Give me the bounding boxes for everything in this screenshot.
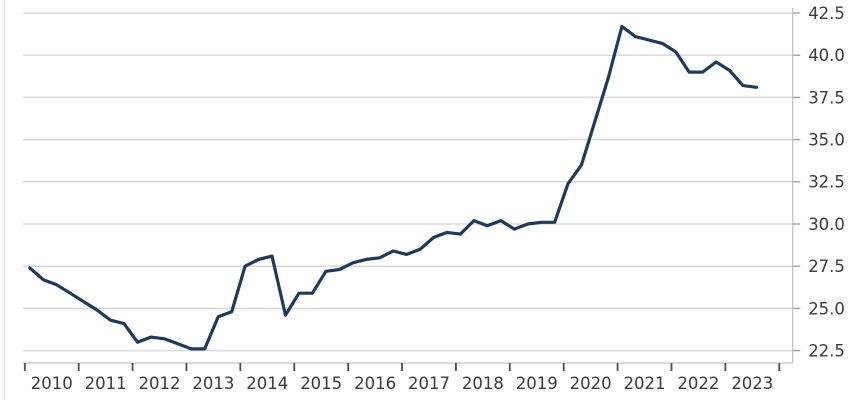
x-axis-label: 2019 [516, 374, 558, 393]
x-axis-label: 2017 [408, 374, 450, 393]
y-axis-label: 25.0 [808, 299, 845, 318]
x-axis-label: 2021 [624, 374, 666, 393]
x-axis-label: 2010 [31, 374, 73, 393]
y-axis-label: 37.5 [808, 88, 845, 107]
x-axis-label: 2016 [354, 374, 396, 393]
x-axis-label: 2015 [300, 374, 342, 393]
y-axis-label: 42.5 [808, 4, 845, 23]
x-axis-label: 2013 [192, 374, 234, 393]
y-axis-label: 22.5 [808, 342, 845, 361]
y-axis-label: 35.0 [808, 131, 845, 150]
data-line [28, 24, 759, 351]
x-axis-label: 2022 [677, 374, 719, 393]
x-axis-label: 2011 [85, 374, 127, 393]
y-axis-label: 32.5 [808, 173, 845, 192]
y-axis-label: 40.0 [808, 46, 845, 65]
y-axis-label: 27.5 [808, 257, 845, 276]
gridlines [23, 12, 793, 352]
x-axis-label: 2018 [462, 374, 504, 393]
y-axis-label: 30.0 [808, 215, 845, 234]
x-axis-label: 2020 [570, 374, 612, 393]
x-axis-label: 2023 [731, 374, 773, 393]
page-left-border [0, 0, 5, 400]
y-axis-right: 22.5 25.0 27.5 30.0 32.5 35.0 37.5 40.0 42.5 [792, 4, 845, 363]
x-axis-label: 2012 [139, 374, 181, 393]
x-axis: 2010 2011 2012 2013 2014 2015 2016 2017 2018 2019… [23, 362, 793, 393]
x-axis-label: 2014 [246, 374, 288, 393]
